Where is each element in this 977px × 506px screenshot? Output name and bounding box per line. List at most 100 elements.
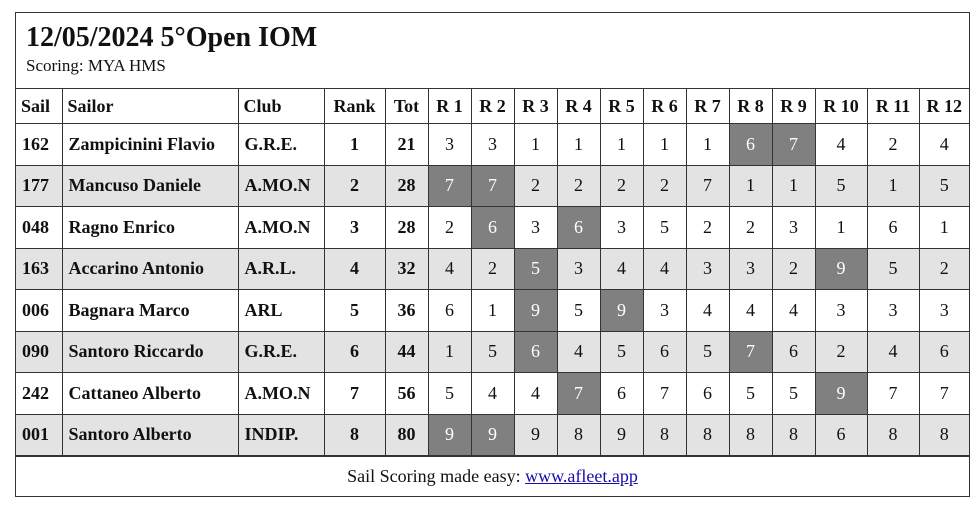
column-header: R 2 [470,89,515,124]
race-score: 1 [814,206,868,249]
total-points: 28 [384,206,429,249]
race-score: 4 [599,247,644,290]
race-score: 4 [918,123,969,166]
race-score: 8 [556,413,601,456]
race-score: 8 [685,413,730,456]
race-score: 5 [685,330,730,373]
table-row: 162 Zampicinini Flavio G.R.E. 1 21 3 3 1 1 1 1 1 6 7 4… [16,123,969,166]
race-score: 2 [866,123,920,166]
race-score: 2 [685,206,730,249]
race-score: 6 [513,330,558,373]
column-header: R 3 [513,89,558,124]
race-score: 2 [642,164,687,207]
race-score: 6 [470,206,515,249]
race-score: 4 [814,123,868,166]
race-score: 9 [599,289,644,332]
race-score: 1 [556,123,601,166]
race-score: 6 [918,330,969,373]
sailor-name: Accarino Antonio [61,247,239,290]
race-score: 7 [771,123,816,166]
race-score: 2 [814,330,868,373]
race-score: 2 [918,247,969,290]
column-header: Club [237,89,325,124]
race-score: 4 [470,372,515,415]
scoring-system: Scoring: MYA HMS [26,56,166,75]
race-score: 1 [642,123,687,166]
column-header: Rank [323,89,386,124]
sail-number: 163 [16,247,63,290]
column-header: Sail [16,89,63,124]
sail-number: 177 [16,164,63,207]
race-score: 8 [642,413,687,456]
column-header: R 8 [728,89,773,124]
club-name: A.MO.N [237,164,325,207]
afleet-link[interactable]: www.afleet.app [525,466,638,486]
sail-number: 001 [16,413,63,456]
club-name: INDIP. [237,413,325,456]
rank-value: 3 [323,206,386,249]
race-score: 3 [685,247,730,290]
column-header: R 11 [866,89,920,124]
race-score: 5 [866,247,920,290]
column-header: R 4 [556,89,601,124]
race-score: 5 [918,164,969,207]
race-score: 3 [556,247,601,290]
column-header: R 10 [814,89,868,124]
club-name: A.MO.N [237,206,325,249]
rank-value: 8 [323,413,386,456]
race-score: 7 [866,372,920,415]
race-score: 1 [918,206,969,249]
column-header: Tot [384,89,429,124]
race-score: 6 [771,330,816,373]
total-points: 21 [384,123,429,166]
club-name: A.R.L. [237,247,325,290]
column-header: R 5 [599,89,644,124]
race-score: 1 [513,123,558,166]
race-score: 3 [771,206,816,249]
race-score: 4 [427,247,472,290]
sail-number: 242 [16,372,63,415]
race-score: 5 [599,330,644,373]
sailor-name: Zampicinini Flavio [61,123,239,166]
race-score: 6 [427,289,472,332]
column-header: R 12 [918,89,969,124]
race-score: 2 [771,247,816,290]
race-score: 6 [599,372,644,415]
total-points: 36 [384,289,429,332]
table-row: 242 Cattaneo Alberto A.MO.N 7 56 5 4 4 7 6 7 6 5 5 9 7 7 [16,372,969,415]
race-score: 3 [866,289,920,332]
race-score: 2 [470,247,515,290]
race-score: 7 [918,372,969,415]
club-name: G.R.E. [237,123,325,166]
total-points: 28 [384,164,429,207]
race-score: 1 [866,164,920,207]
race-score: 8 [918,413,969,456]
total-points: 32 [384,247,429,290]
results-sheet: 12/05/2024 5°Open IOM Scoring: MYA HMS S… [15,12,970,497]
race-score: 3 [814,289,868,332]
rank-value: 1 [323,123,386,166]
table-row: 090 Santoro Riccardo G.R.E. 6 44 1 5 6 4 5 6 5 7 6 2 4 6 [16,330,969,373]
race-score: 3 [642,289,687,332]
race-score: 9 [470,413,515,456]
footer-text: Sail Scoring made easy: [347,466,526,486]
sailor-name: Santoro Riccardo [61,330,239,373]
race-score: 7 [470,164,515,207]
rank-value: 4 [323,247,386,290]
rank-value: 7 [323,372,386,415]
table-row: 163 Accarino Antonio A.R.L. 4 32 4 2 5 3 4 4 3 3 2 9 5 2 [16,247,969,290]
race-score: 6 [728,123,773,166]
total-points: 44 [384,330,429,373]
table-row: 048 Ragno Enrico A.MO.N 3 28 2 6 3 6 3 5 2 2 3 1 6 1 [16,206,969,249]
sail-number: 090 [16,330,63,373]
race-score: 4 [513,372,558,415]
race-score: 9 [427,413,472,456]
race-score: 8 [728,413,773,456]
race-score: 5 [728,372,773,415]
race-score: 7 [427,164,472,207]
race-score: 4 [642,247,687,290]
sail-number: 162 [16,123,63,166]
race-score: 1 [685,123,730,166]
race-score: 1 [470,289,515,332]
